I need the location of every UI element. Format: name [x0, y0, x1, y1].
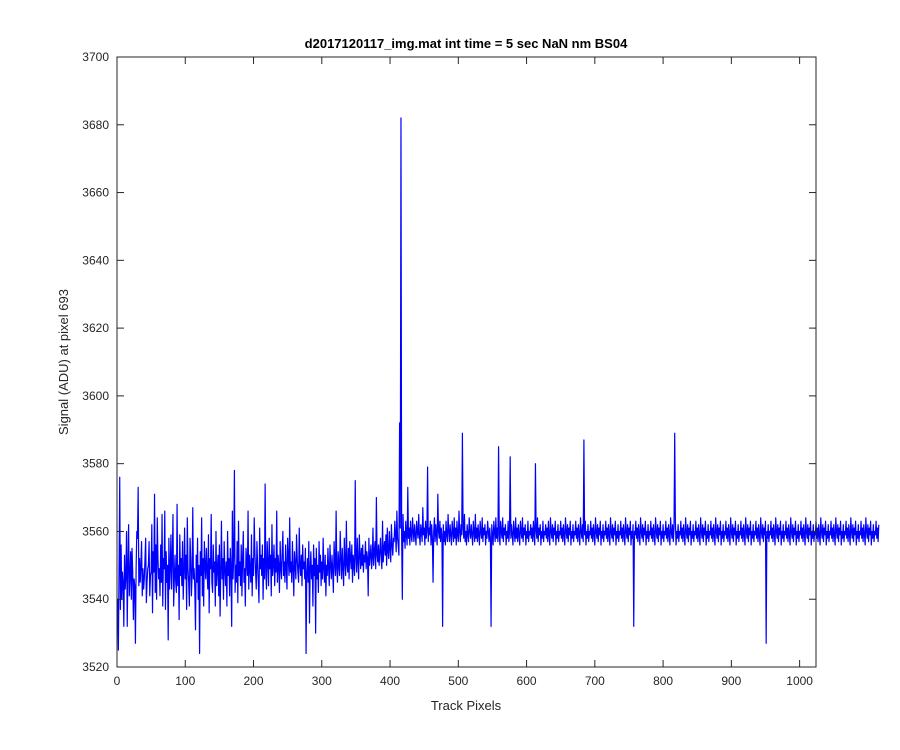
signal-series-line	[117, 117, 880, 655]
x-ticks: 0 100 200 300 400 500 600 700 800 900 1000	[114, 57, 813, 688]
y-tick-label: 3520	[82, 660, 109, 674]
x-tick-label: 300	[312, 674, 332, 688]
y-tick-label: 3700	[82, 50, 109, 64]
x-tick-label: 600	[517, 674, 537, 688]
x-tick-label: 200	[244, 674, 264, 688]
y-tick-label: 3620	[82, 321, 109, 335]
y-axis-label: Signal (ADU) at pixel 693	[56, 289, 71, 435]
x-tick-label: 500	[448, 674, 468, 688]
series-layer	[117, 117, 880, 655]
x-tick-label: 800	[653, 674, 673, 688]
y-tick-label: 3560	[82, 524, 109, 538]
chart-title: d2017120117_img.mat int time = 5 sec NaN…	[305, 36, 628, 51]
plot-area: 0 100 200 300 400 500 600 700 800 900 1000 3520 354…	[82, 50, 880, 688]
y-tick-label: 3580	[82, 457, 109, 471]
x-tick-label: 1000	[786, 674, 813, 688]
x-tick-label: 700	[585, 674, 605, 688]
y-ticks: 3520 3540 3560 3580 3600 3620 3640 3660 3680 3700	[82, 50, 816, 674]
y-tick-label: 3540	[82, 592, 109, 606]
x-tick-label: 400	[380, 674, 400, 688]
x-axis-label: Track Pixels	[431, 698, 502, 713]
y-tick-label: 3600	[82, 389, 109, 403]
x-tick-label: 100	[175, 674, 195, 688]
axes-box	[116, 56, 817, 668]
y-tick-label: 3640	[82, 253, 109, 267]
x-tick-label: 0	[114, 674, 121, 688]
y-tick-label: 3660	[82, 186, 109, 200]
y-tick-label: 3680	[82, 118, 109, 132]
x-tick-label: 900	[721, 674, 741, 688]
